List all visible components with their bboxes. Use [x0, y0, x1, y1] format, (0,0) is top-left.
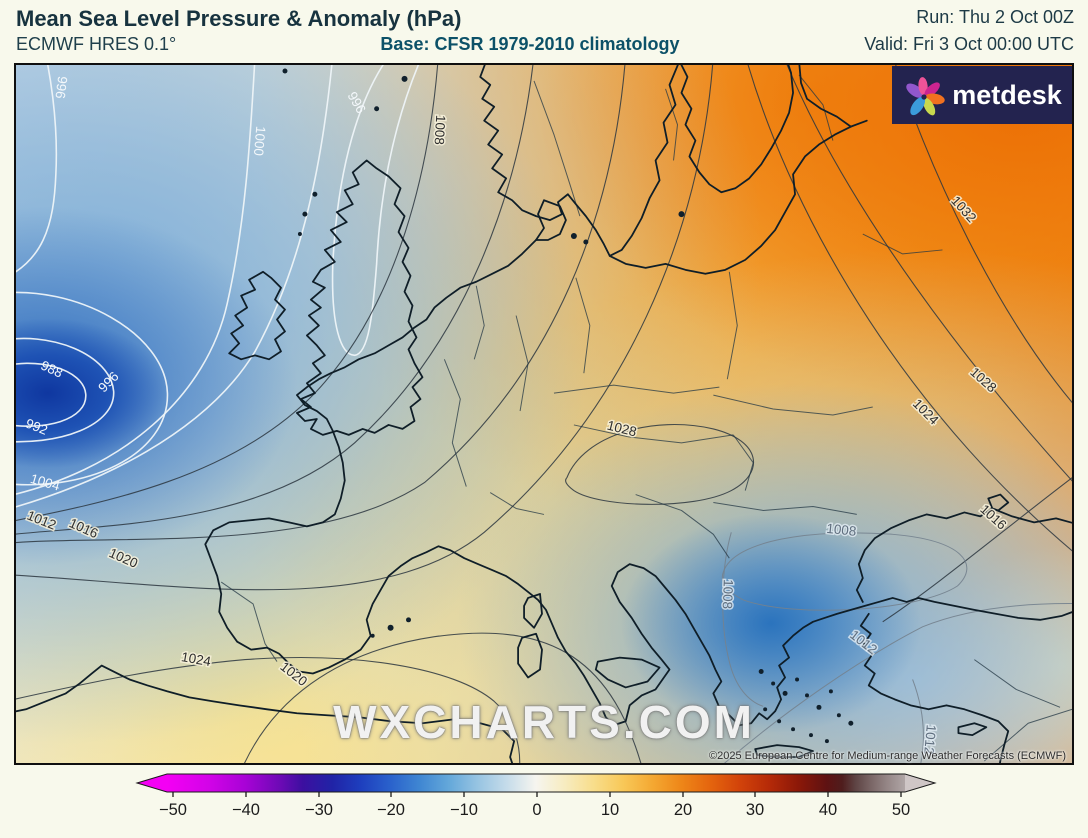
tick-label: −40: [232, 801, 260, 819]
coast-turkey-levant: [859, 612, 1010, 763]
contour-1008-blacksea-line: [721, 532, 968, 611]
run-time-label: Run: Thu 2 Oct 00Z: [916, 7, 1074, 27]
colorbar-left-arrow: [137, 774, 167, 792]
coast-britain: [296, 159, 424, 436]
contour-1008-line: [16, 65, 439, 521]
coastlines: [16, 65, 1072, 763]
tick-label: 40: [819, 801, 837, 819]
contour-label: 1012: [847, 627, 880, 657]
colorbar-tick-labels: −50 −40 −30 −20 −10 0 10 20 30 40 50: [159, 801, 910, 819]
contour-label: 1028: [605, 418, 638, 440]
coast-north-africa: [16, 664, 516, 763]
contour-lines-grey: [721, 532, 1072, 763]
contour-label: 996: [52, 75, 70, 99]
country-borders: [220, 74, 1072, 762]
header: Mean Sea Level Pressure & Anomaly (hPa) …: [0, 0, 1088, 63]
colorbar-right-arrow: [905, 774, 935, 792]
contour-label: 1024: [180, 649, 213, 669]
island-dots: [282, 68, 854, 744]
coast-corsica: [523, 593, 543, 629]
contour-1028-east-line: [786, 65, 1072, 482]
tick-label: 50: [892, 801, 910, 819]
tick-label: −30: [305, 801, 333, 819]
contour-1020-line: [16, 65, 714, 591]
model-label: ECMWF HRES 0.1°: [16, 34, 177, 54]
contour-labels: 996 1000 996 1008 988 996 992 1004 1012 …: [23, 75, 1011, 756]
coast-sicily: [594, 656, 661, 689]
coast-scandinavia: [479, 65, 679, 257]
contour-label: 1008: [432, 115, 449, 146]
contour-1016-line: [16, 65, 626, 544]
contour-label: 988: [38, 358, 65, 381]
contour-label: 1016: [67, 515, 100, 541]
contour-label: 1012: [921, 724, 939, 755]
contour-label: 996: [345, 89, 369, 116]
tick-label: −50: [159, 801, 187, 819]
tick-label: 20: [674, 801, 692, 819]
metdesk-logo: metdesk: [892, 66, 1072, 124]
tick-label: 0: [532, 801, 541, 819]
colorbar-ticks: [172, 792, 902, 797]
metdesk-brand-text: metdesk: [952, 79, 1062, 110]
colorbar-outline: [135, 773, 937, 793]
contour-label: 992: [23, 416, 49, 438]
contour-992-line: [16, 337, 115, 443]
coast-gulf-finland: [798, 65, 852, 128]
contour-1000-line: [16, 65, 256, 495]
coast-finland: [680, 65, 794, 194]
contour-996-line: [16, 291, 169, 486]
contour-1012-line: [16, 65, 534, 535]
contour-1012-levant-line: [912, 679, 924, 763]
colorbar-gradient: [167, 774, 905, 792]
colorbar-svg: −50 −40 −30 −20 −10 0 10 20 30 40 50: [135, 773, 937, 819]
map-overlay-svg: 996 1000 996 1008 988 996 992 1004 1012 …: [16, 65, 1072, 763]
tick-label: 10: [601, 801, 619, 819]
coast-blacksea-north: [855, 507, 1072, 603]
contour-label: 1024: [910, 396, 942, 428]
anomaly-colorbar: −50 −40 −30 −20 −10 0 10 20 30 40 50: [0, 765, 1088, 833]
climatology-base-label: Base: CFSR 1979-2010 climatology: [380, 34, 680, 54]
contour-label: 1008: [720, 579, 736, 609]
coast-ireland: [228, 270, 286, 361]
tick-label: 30: [746, 801, 764, 819]
wxcharts-watermark: WXCHARTS.COM: [333, 696, 755, 748]
colorbar-bar: [135, 773, 937, 793]
contour-lines-dark: [16, 65, 1072, 763]
contour-label: 1012: [25, 508, 58, 533]
contour-label: 996: [95, 369, 121, 395]
contour-label: 1008: [826, 521, 857, 539]
page-title: Mean Sea Level Pressure & Anomaly (hPa): [16, 6, 462, 31]
contour-1008-aegean-line: [722, 532, 764, 707]
tick-label: −20: [377, 801, 405, 819]
tick-label: −10: [450, 801, 478, 819]
coast-crimea: [987, 493, 1010, 512]
coast-cyprus: [957, 722, 988, 737]
contour-1024-east-line: [747, 65, 1072, 552]
contour-996-trough-line: [331, 65, 420, 357]
contour-label: 1020: [107, 545, 140, 571]
coast-baltic: [608, 119, 868, 275]
contour-label: 1004: [29, 471, 62, 494]
contour-988-line: [16, 362, 87, 427]
contour-996-north-line: [16, 65, 58, 273]
contour-1012-south-line: [724, 603, 1072, 763]
contour-1004-line: [16, 65, 333, 508]
coast-crete: [754, 744, 814, 758]
contour-label: 1020: [277, 659, 310, 689]
valid-time-label: Valid: Fri 3 Oct 00:00 UTC: [864, 34, 1074, 54]
contour-label: 1000: [251, 125, 269, 156]
contour-lines-white: [16, 65, 420, 508]
coast-denmark: [535, 199, 567, 241]
coast-continental: [204, 239, 1072, 727]
pressure-anomaly-map: 996 1000 996 1008 988 996 992 1004 1012 …: [14, 63, 1074, 765]
contour-1016-east-line: [882, 477, 1072, 623]
metdesk-pinwheel-icon: [906, 77, 945, 116]
contour-1028-high-line: [565, 423, 754, 505]
copyright-notice: ©2025 European Centre for Medium-range W…: [709, 750, 1066, 762]
coast-sardinia: [517, 632, 543, 679]
